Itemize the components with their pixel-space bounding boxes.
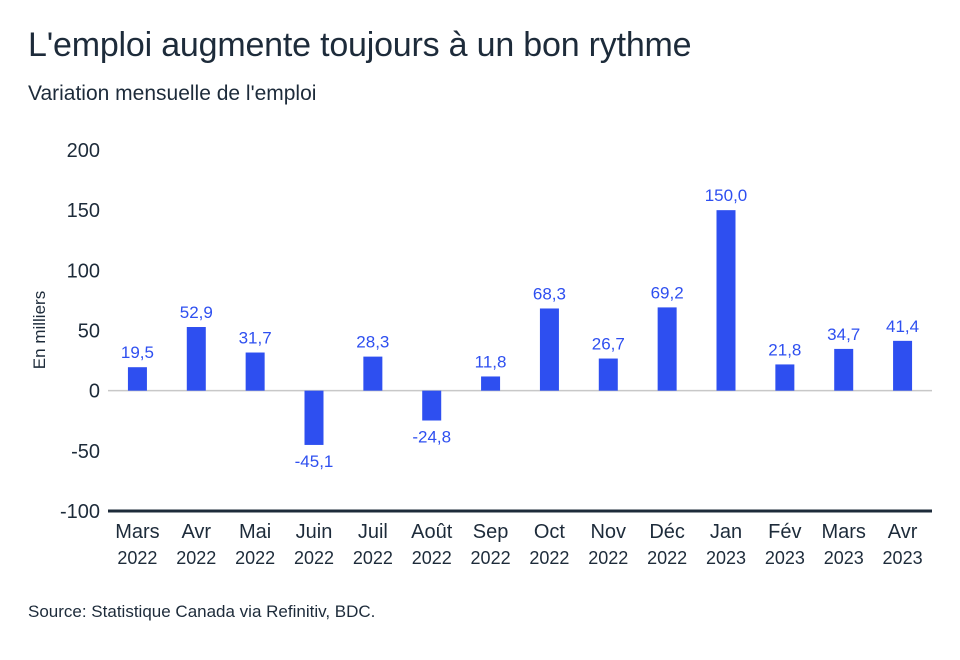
bar: [127, 367, 147, 391]
bar: [363, 356, 383, 391]
chart-subtitle: Variation mensuelle de l'emploi: [28, 82, 317, 105]
bar: [834, 348, 854, 391]
bar: [481, 376, 501, 391]
data-label: 69,2: [651, 283, 684, 302]
x-tick-label-year: 2022: [412, 548, 452, 568]
x-tick-label-year: 2022: [294, 548, 334, 568]
x-tick-label-year: 2022: [529, 548, 569, 568]
x-tick-label-month: Août: [411, 521, 453, 543]
x-tick-label-year: 2023: [765, 548, 805, 568]
x-tick-label-year: 2023: [883, 548, 923, 568]
data-label: 150,0: [705, 186, 748, 205]
x-tick-label-month: Oct: [534, 521, 566, 543]
x-tick-label-year: 2022: [353, 548, 393, 568]
bar: [245, 352, 265, 391]
data-label: 11,8: [475, 352, 507, 371]
bar: [893, 340, 913, 391]
source-note: Source: Statistique Canada via Refinitiv…: [28, 602, 376, 621]
data-label: 34,7: [827, 325, 860, 344]
data-label: 31,7: [239, 329, 272, 348]
bar: [598, 358, 618, 391]
x-tick-label-month: Mars: [821, 521, 865, 543]
x-tick-label-month: Avr: [888, 521, 918, 543]
bar: [539, 308, 559, 391]
bar: [186, 327, 206, 391]
data-label: 68,3: [533, 284, 566, 303]
data-label: -45,1: [295, 452, 334, 471]
y-axis-label: En milliers: [30, 291, 49, 369]
data-label: 19,5: [121, 343, 154, 362]
x-tick-label-month: Fév: [768, 521, 801, 543]
y-tick-label: 200: [67, 140, 100, 162]
data-label: 28,3: [356, 333, 389, 352]
x-tick-label-month: Nov: [590, 521, 626, 543]
y-tick-label: -50: [71, 441, 100, 463]
x-tick-label-month: Mai: [239, 521, 271, 543]
x-tick-label-year: 2022: [471, 548, 511, 568]
x-tick-label-year: 2022: [117, 548, 157, 568]
x-tick-label-year: 2023: [706, 548, 746, 568]
y-tick-label: 100: [67, 260, 100, 282]
data-label: 26,7: [592, 335, 625, 354]
x-tick-label-month: Jan: [710, 521, 742, 543]
y-tick-label: 50: [78, 321, 100, 343]
bar: [304, 390, 324, 445]
x-tick-label-year: 2022: [588, 548, 628, 568]
x-tick-label-month: Juin: [296, 521, 333, 543]
data-label: -24,8: [412, 428, 451, 447]
data-label: 41,4: [886, 317, 919, 336]
y-tick-label: -100: [60, 501, 100, 523]
chart-title: L'emploi augmente toujours à un bon ryth…: [28, 26, 692, 64]
y-tick-label: 0: [89, 381, 100, 403]
data-label: 52,9: [180, 303, 213, 322]
bar-chart: 200 150 100 50 0 -50 -100 En milliers 19,5 Mars 20…: [30, 140, 932, 568]
bar: [775, 364, 795, 391]
x-tick-label-year: 2023: [824, 548, 864, 568]
bar: [716, 210, 736, 391]
x-tick-label-month: Mars: [115, 521, 159, 543]
data-label: 21,8: [768, 340, 801, 359]
bar: [422, 390, 442, 421]
x-tick-label-month: Avr: [181, 521, 211, 543]
x-tick-label-month: Déc: [649, 521, 685, 543]
x-tick-label-month: Sep: [473, 521, 509, 543]
x-tick-label-year: 2022: [647, 548, 687, 568]
y-tick-label: 150: [67, 200, 100, 222]
x-tick-label-year: 2022: [176, 548, 216, 568]
x-tick-label-year: 2022: [235, 548, 275, 568]
x-tick-label-month: Juil: [358, 521, 388, 543]
bar: [657, 307, 677, 391]
